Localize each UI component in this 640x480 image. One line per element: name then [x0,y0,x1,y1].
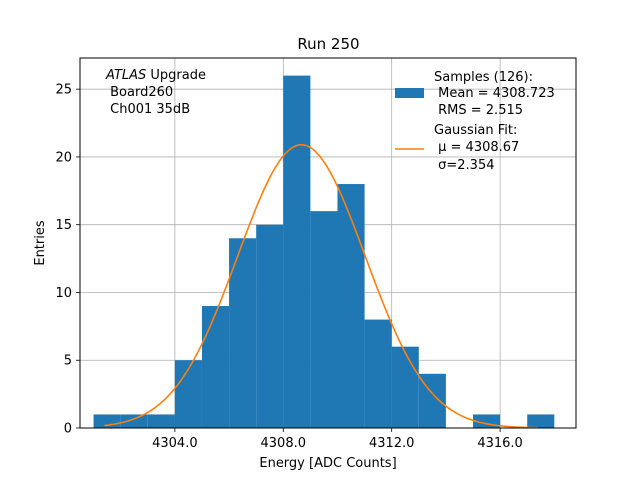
plot-frame [79,57,577,429]
annotation-line-2: Board260 [106,85,173,100]
histogram-bar [391,346,419,428]
y-tick-label: 25 [55,83,72,98]
histogram-bar [201,306,230,428]
annotation-line-3: Ch001 35dB [106,102,190,117]
x-tick-label: 4312.0 [369,436,415,451]
x-tick-label: 4304.0 [152,436,198,451]
y-tick-label: 10 [55,286,72,301]
legend-hist-line-3: RMS = 2.515 [434,103,523,118]
legend-hist-line-1: Samples (126): [434,70,533,85]
y-tick-label: 5 [64,354,72,369]
y-axis-label: Entries [33,220,48,266]
legend-hist-swatch [395,88,424,98]
histogram-bar [120,414,148,428]
legend-fit-line-3: σ=2.354 [434,158,494,173]
y-tick-label: 20 [55,150,72,165]
histogram-bar [229,238,257,428]
chart-title: Run 250 [297,35,359,53]
legend-fit-line-1: Gaussian Fit: [434,123,517,138]
y-axis-ticks: 0 5 10 15 20 25 [55,83,80,437]
annotation-line-1: ATLAS Upgrade [105,68,206,83]
upgrade-label: Upgrade [146,68,206,83]
y-tick-label: 0 [64,422,72,437]
x-axis-ticks: 4304.0 4308.0 4312.0 4316.0 [152,428,523,451]
gaussian-fit [104,143,539,429]
x-tick-label: 4316.0 [477,436,523,451]
legend: Samples (126): Mean = 4308.723 RMS = 2.5… [395,70,555,173]
histogram-bar [174,360,202,428]
histogram-bars [93,75,555,428]
atlas-label: ATLAS [105,68,146,83]
x-axis-label: Energy [ADC Counts] [259,456,396,471]
histogram-bar [256,224,284,428]
histogram-bar [310,211,338,428]
histogram-bar [527,414,555,428]
y-tick-label: 15 [55,218,72,233]
x-tick-label: 4308.0 [261,436,307,451]
histogram-bar [364,319,392,428]
histogram-bar [337,184,365,428]
histogram-bar [147,414,175,428]
legend-fit-line-2: μ = 4308.67 [434,140,519,155]
histogram-bar [283,75,311,428]
legend-hist-line-2: Mean = 4308.723 [434,86,555,101]
gaussian-fit-curve [104,143,539,429]
